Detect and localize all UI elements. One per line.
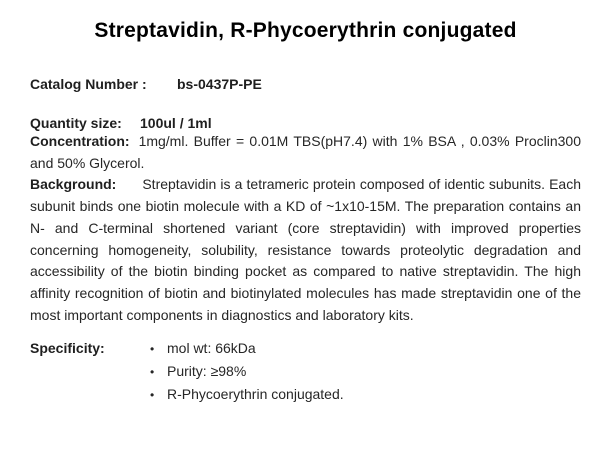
catalog-number-label: Catalog Number : [30,76,147,92]
specificity-section: Specificity: • mol wt: 66kDa • Purity: ≥98… [30,337,581,406]
list-item: • R-Phycoerythrin conjugated. [150,383,344,406]
quantity-size-row: Quantity size: 100ul / 1ml [30,115,581,131]
background-paragraph: Background: Streptavidin is a tetrameric … [30,174,581,326]
quantity-size-label: Quantity size: [30,115,122,131]
catalog-number-row: Catalog Number : bs-0437P-PE [30,76,581,92]
concentration-paragraph: Concentration: 1mg/ml. Buffer = 0.01M TBS… [30,131,581,174]
specificity-label: Specificity: [30,340,105,357]
list-item: • Purity: ≥98% [150,360,344,383]
list-item: • mol wt: 66kDa [150,337,344,360]
bullet-icon: • [150,342,155,357]
bullet-icon: • [150,365,155,380]
catalog-number-value: bs-0437P-PE [177,76,262,92]
background-text: Streptavidin is a tetrameric protein com… [30,176,581,323]
concentration-text: 1mg/ml. Buffer = 0.01M TBS(pH7.4) with 1… [30,133,581,171]
bullet-text: mol wt: 66kDa [167,340,256,357]
page-title: Streptavidin, R-Phycoerythrin conjugated [94,19,517,42]
bullet-text: Purity: ≥98% [167,363,247,380]
quantity-size-value: 100ul / 1ml [140,115,212,131]
concentration-label: Concentration: [30,133,130,149]
bullet-icon: • [150,388,155,403]
background-label: Background: [30,176,117,193]
bullet-text: R-Phycoerythrin conjugated. [167,386,344,403]
specificity-list: • mol wt: 66kDa • Purity: ≥98% • R-Phycoery… [150,337,344,406]
